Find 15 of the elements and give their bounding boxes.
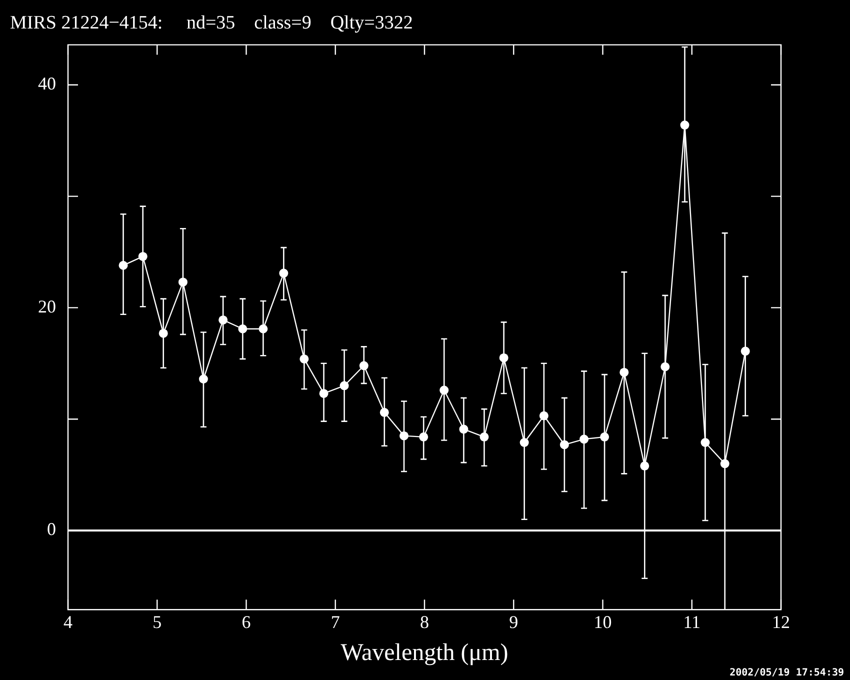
x-tick-label: 10 [594, 612, 612, 632]
x-axis-title: Wavelength (μm) [340, 640, 508, 666]
x-tick-label: 12 [772, 612, 790, 632]
chart-title: MIRS 21224−4154: nd=35 class=9 Qlty=3322 [10, 12, 413, 34]
y-tick-label: 40 [38, 74, 56, 94]
x-tick-label: 5 [152, 612, 162, 632]
x-tick-label: 11 [683, 612, 701, 632]
x-tick-label: 9 [509, 612, 518, 632]
x-tick-label: 8 [420, 612, 429, 632]
text: 2002/05/19 17:54:39 [730, 668, 844, 679]
y-tick-label: 20 [38, 296, 56, 316]
x-tick-label: 6 [242, 612, 251, 632]
x-tick-label: 7 [330, 612, 340, 632]
x-tick-label: 4 [64, 612, 72, 632]
y-tick-label: 0 [47, 519, 56, 540]
